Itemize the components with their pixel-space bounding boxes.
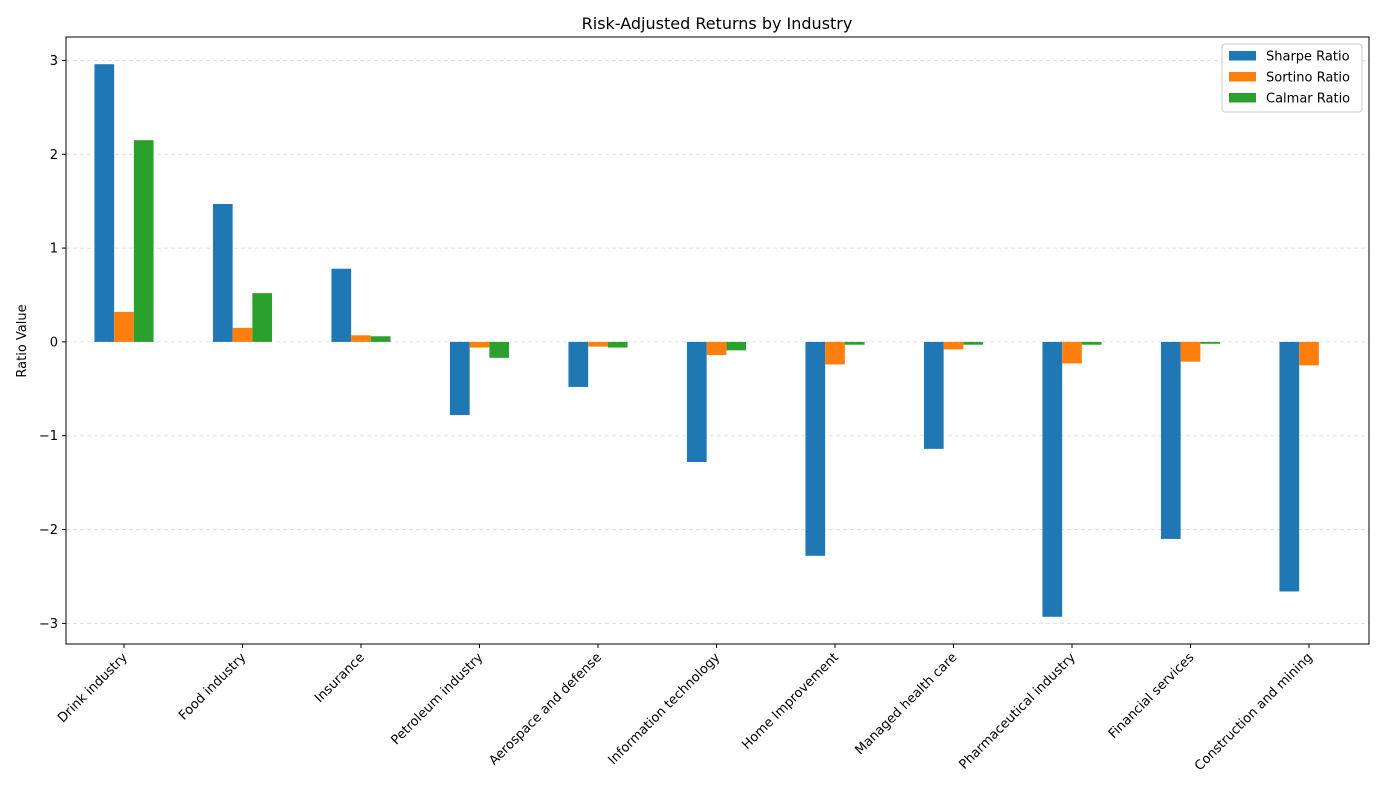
plot-frame	[65, 36, 1370, 645]
y-tick-label: −1	[39, 429, 58, 444]
bar-calmar-ratio	[963, 341, 984, 345]
bar-calmar-ratio	[489, 341, 510, 358]
bars-layer	[94, 64, 1319, 617]
bar-sortino-ratio	[1062, 341, 1082, 364]
bar-sharpe-ratio	[331, 268, 352, 342]
bar-sortino-ratio	[351, 335, 371, 342]
y-tick-label: 0	[50, 335, 58, 350]
bar-sharpe-ratio	[1160, 341, 1181, 539]
bar-sortino-ratio	[825, 341, 845, 365]
bar-calmar-ratio	[844, 341, 865, 345]
y-tick-label: 3	[50, 54, 58, 69]
legend-box	[1221, 43, 1363, 113]
y-tick-label: 2	[50, 148, 58, 163]
bar-sharpe-ratio	[449, 341, 470, 416]
bar-calmar-ratio	[133, 140, 154, 342]
grid-layer	[66, 60, 1369, 624]
bar-sharpe-ratio	[686, 341, 707, 462]
chart-title: Risk-Adjusted Returns by Industry	[582, 14, 853, 33]
bar-sortino-ratio	[588, 341, 608, 347]
bar-sharpe-ratio	[805, 341, 826, 556]
bar-sortino-ratio	[114, 311, 134, 342]
bar-calmar-ratio	[370, 336, 391, 342]
y-axis: −3 −2 −1 0 1 2 3	[39, 54, 66, 632]
bar-calmar-ratio	[1081, 341, 1102, 345]
bar-calmar-ratio	[726, 341, 747, 351]
y-tick-label: −2	[39, 523, 58, 538]
bar-sharpe-ratio	[1279, 341, 1300, 592]
bar-sortino-ratio	[1180, 341, 1201, 362]
legend-swatch	[1229, 93, 1256, 103]
bar-sharpe-ratio	[1042, 341, 1063, 617]
bar-sortino-ratio	[232, 327, 253, 342]
bar-sortino-ratio	[1299, 341, 1319, 366]
legend-label: Sharpe Ratio	[1266, 50, 1350, 65]
legend-label: Calmar Ratio	[1266, 92, 1350, 107]
bar-calmar-ratio	[607, 341, 628, 348]
bar-sharpe-ratio	[923, 341, 944, 449]
y-tick-label: 1	[50, 242, 58, 257]
bar-sharpe-ratio	[212, 203, 233, 342]
bar-calmar-ratio	[252, 293, 273, 342]
legend: Sharpe Ratio Sortino Ratio Calmar Ratio	[1221, 43, 1363, 113]
legend-label: Sortino Ratio	[1266, 71, 1350, 86]
bar-sharpe-ratio	[568, 341, 589, 387]
legend-swatch	[1229, 72, 1256, 82]
bar-sortino-ratio	[943, 341, 964, 350]
bar-sharpe-ratio	[94, 64, 115, 342]
y-tick-label: −3	[39, 617, 58, 632]
legend-swatch	[1229, 51, 1256, 61]
bar-calmar-ratio	[1200, 341, 1221, 344]
y-axis-label: Ratio Value	[15, 304, 30, 377]
bar-sortino-ratio	[706, 341, 727, 356]
bar-sortino-ratio	[469, 341, 490, 348]
